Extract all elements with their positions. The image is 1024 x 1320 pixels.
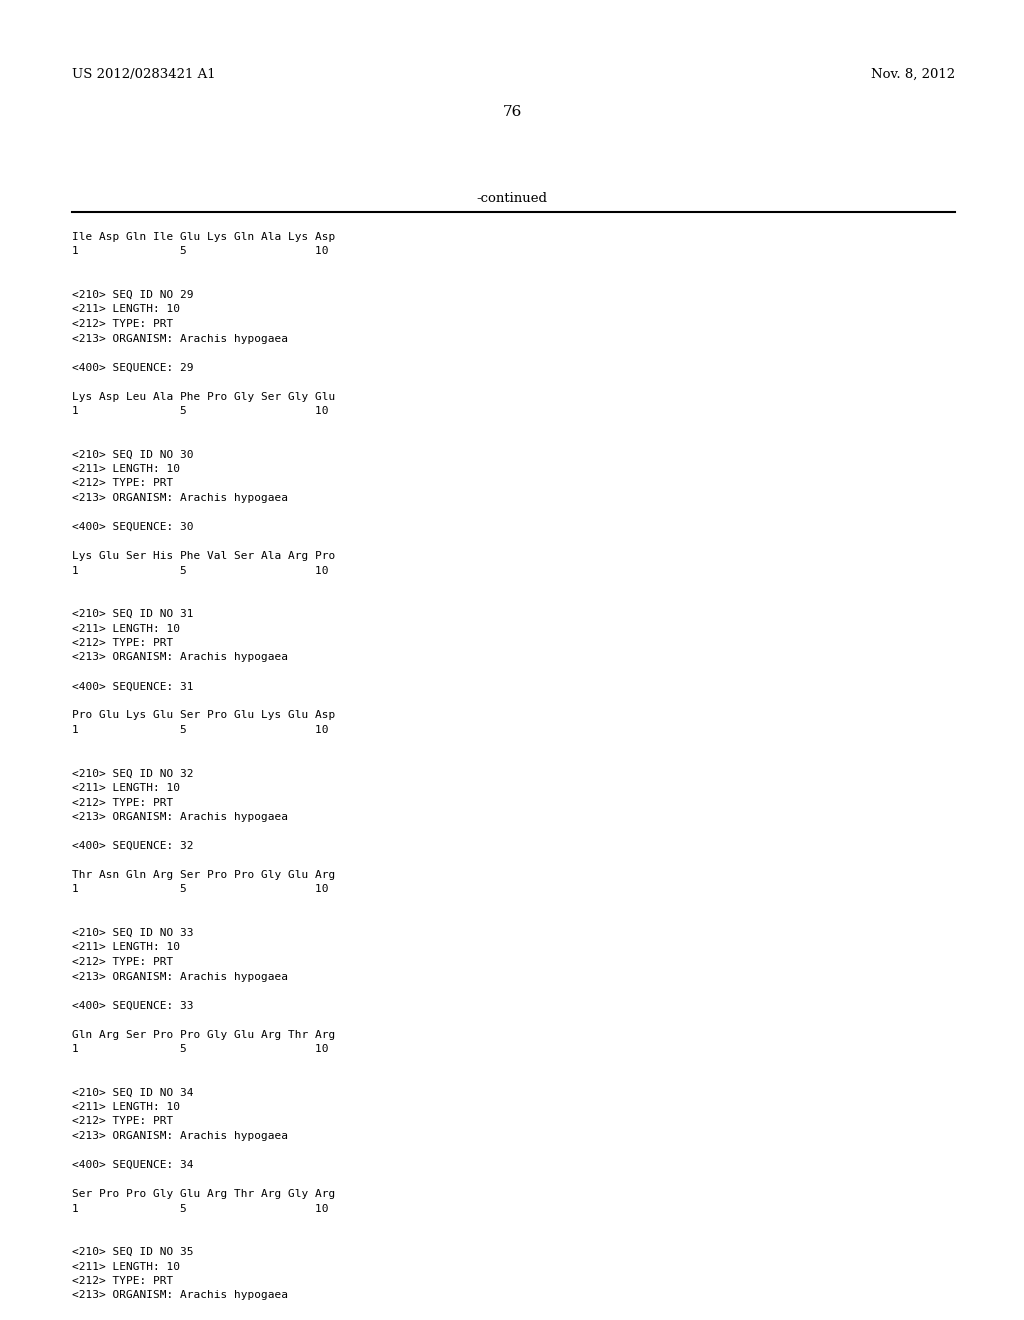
- Text: 1               5                   10: 1 5 10: [72, 1044, 329, 1053]
- Text: <210> SEQ ID NO 30: <210> SEQ ID NO 30: [72, 450, 194, 459]
- Text: <212> TYPE: PRT: <212> TYPE: PRT: [72, 319, 173, 329]
- Text: -continued: -continued: [476, 191, 548, 205]
- Text: Ile Asp Gln Ile Glu Lys Gln Ala Lys Asp: Ile Asp Gln Ile Glu Lys Gln Ala Lys Asp: [72, 232, 335, 242]
- Text: Gln Arg Ser Pro Pro Gly Glu Arg Thr Arg: Gln Arg Ser Pro Pro Gly Glu Arg Thr Arg: [72, 1030, 335, 1040]
- Text: <213> ORGANISM: Arachis hypogaea: <213> ORGANISM: Arachis hypogaea: [72, 1291, 288, 1300]
- Text: <400> SEQUENCE: 33: <400> SEQUENCE: 33: [72, 1001, 194, 1011]
- Text: <211> LENGTH: 10: <211> LENGTH: 10: [72, 1262, 180, 1271]
- Text: <211> LENGTH: 10: <211> LENGTH: 10: [72, 623, 180, 634]
- Text: 1               5                   10: 1 5 10: [72, 1204, 329, 1213]
- Text: Pro Glu Lys Glu Ser Pro Glu Lys Glu Asp: Pro Glu Lys Glu Ser Pro Glu Lys Glu Asp: [72, 710, 335, 721]
- Text: <212> TYPE: PRT: <212> TYPE: PRT: [72, 1276, 173, 1286]
- Text: <400> SEQUENCE: 29: <400> SEQUENCE: 29: [72, 363, 194, 372]
- Text: <212> TYPE: PRT: <212> TYPE: PRT: [72, 479, 173, 488]
- Text: 76: 76: [503, 106, 521, 119]
- Text: <213> ORGANISM: Arachis hypogaea: <213> ORGANISM: Arachis hypogaea: [72, 492, 288, 503]
- Text: <210> SEQ ID NO 33: <210> SEQ ID NO 33: [72, 928, 194, 939]
- Text: <210> SEQ ID NO 35: <210> SEQ ID NO 35: [72, 1247, 194, 1257]
- Text: 1               5                   10: 1 5 10: [72, 565, 329, 576]
- Text: <213> ORGANISM: Arachis hypogaea: <213> ORGANISM: Arachis hypogaea: [72, 972, 288, 982]
- Text: Ser Pro Pro Gly Glu Arg Thr Arg Gly Arg: Ser Pro Pro Gly Glu Arg Thr Arg Gly Arg: [72, 1189, 335, 1199]
- Text: <211> LENGTH: 10: <211> LENGTH: 10: [72, 465, 180, 474]
- Text: <211> LENGTH: 10: <211> LENGTH: 10: [72, 1102, 180, 1111]
- Text: <213> ORGANISM: Arachis hypogaea: <213> ORGANISM: Arachis hypogaea: [72, 1131, 288, 1140]
- Text: <212> TYPE: PRT: <212> TYPE: PRT: [72, 1117, 173, 1126]
- Text: <400> SEQUENCE: 32: <400> SEQUENCE: 32: [72, 841, 194, 851]
- Text: <210> SEQ ID NO 32: <210> SEQ ID NO 32: [72, 768, 194, 779]
- Text: 1               5                   10: 1 5 10: [72, 884, 329, 895]
- Text: 1               5                   10: 1 5 10: [72, 407, 329, 416]
- Text: Nov. 8, 2012: Nov. 8, 2012: [870, 69, 955, 81]
- Text: <210> SEQ ID NO 31: <210> SEQ ID NO 31: [72, 609, 194, 619]
- Text: <400> SEQUENCE: 31: <400> SEQUENCE: 31: [72, 681, 194, 692]
- Text: <213> ORGANISM: Arachis hypogaea: <213> ORGANISM: Arachis hypogaea: [72, 812, 288, 822]
- Text: <211> LENGTH: 10: <211> LENGTH: 10: [72, 305, 180, 314]
- Text: <210> SEQ ID NO 34: <210> SEQ ID NO 34: [72, 1088, 194, 1097]
- Text: <213> ORGANISM: Arachis hypogaea: <213> ORGANISM: Arachis hypogaea: [72, 652, 288, 663]
- Text: <213> ORGANISM: Arachis hypogaea: <213> ORGANISM: Arachis hypogaea: [72, 334, 288, 343]
- Text: 1               5                   10: 1 5 10: [72, 247, 329, 256]
- Text: <212> TYPE: PRT: <212> TYPE: PRT: [72, 638, 173, 648]
- Text: <400> SEQUENCE: 34: <400> SEQUENCE: 34: [72, 1160, 194, 1170]
- Text: <212> TYPE: PRT: <212> TYPE: PRT: [72, 957, 173, 968]
- Text: US 2012/0283421 A1: US 2012/0283421 A1: [72, 69, 216, 81]
- Text: Lys Glu Ser His Phe Val Ser Ala Arg Pro: Lys Glu Ser His Phe Val Ser Ala Arg Pro: [72, 550, 335, 561]
- Text: <211> LENGTH: 10: <211> LENGTH: 10: [72, 783, 180, 793]
- Text: <400> SEQUENCE: 30: <400> SEQUENCE: 30: [72, 521, 194, 532]
- Text: Lys Asp Leu Ala Phe Pro Gly Ser Gly Glu: Lys Asp Leu Ala Phe Pro Gly Ser Gly Glu: [72, 392, 335, 401]
- Text: 1               5                   10: 1 5 10: [72, 725, 329, 735]
- Text: <211> LENGTH: 10: <211> LENGTH: 10: [72, 942, 180, 953]
- Text: <212> TYPE: PRT: <212> TYPE: PRT: [72, 797, 173, 808]
- Text: <210> SEQ ID NO 29: <210> SEQ ID NO 29: [72, 290, 194, 300]
- Text: Thr Asn Gln Arg Ser Pro Pro Gly Glu Arg: Thr Asn Gln Arg Ser Pro Pro Gly Glu Arg: [72, 870, 335, 880]
